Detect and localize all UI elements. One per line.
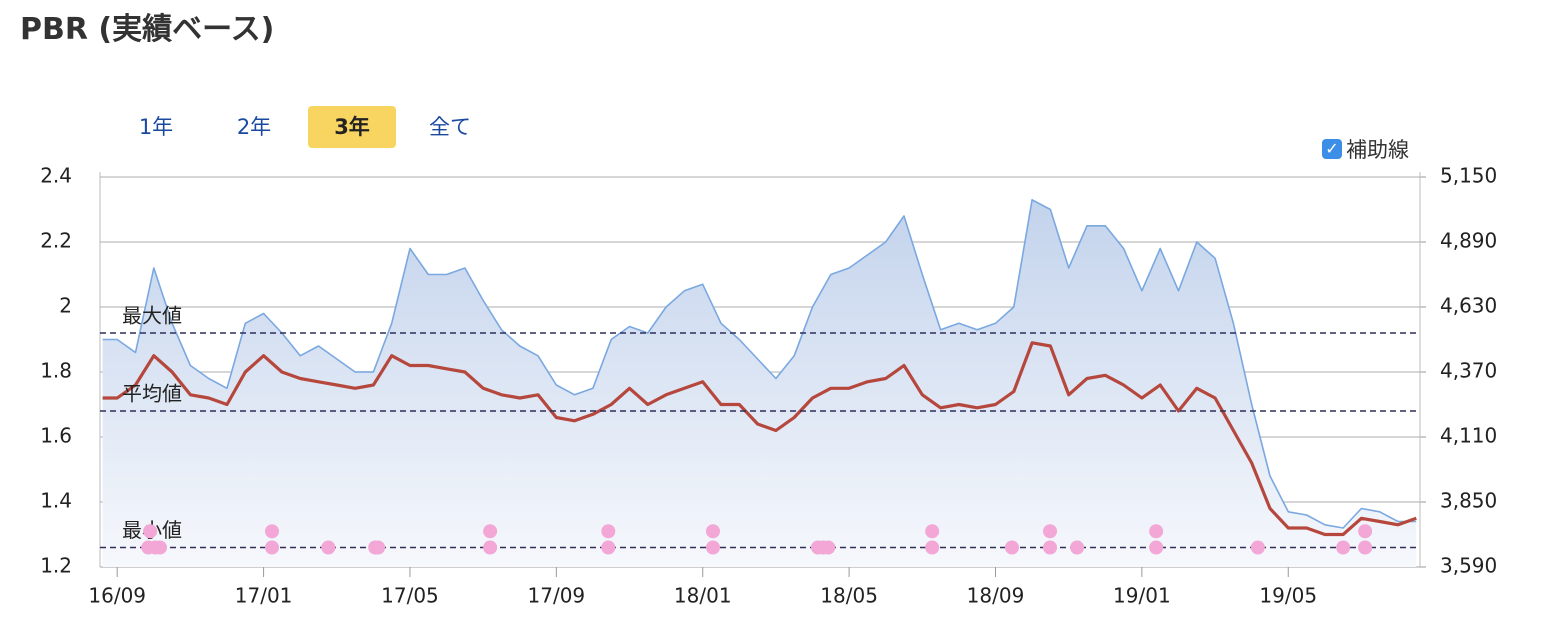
x-tick-label: 18/05 bbox=[820, 584, 878, 608]
event-marker bbox=[1004, 540, 1019, 555]
price-line bbox=[102, 199, 1417, 529]
price-area bbox=[102, 199, 1417, 567]
y-tick-label: 1.4 bbox=[40, 489, 72, 513]
event-marker bbox=[1043, 524, 1058, 539]
y2-tick-label: 3,850 bbox=[1440, 489, 1497, 513]
y-tick-label: 1.6 bbox=[40, 424, 72, 448]
y2-tick-label: 4,370 bbox=[1440, 359, 1497, 383]
event-marker bbox=[1149, 524, 1164, 539]
event-marker bbox=[925, 540, 940, 555]
event-marker bbox=[153, 540, 168, 555]
y-tick-label: 1.8 bbox=[40, 359, 72, 383]
x-tick-label: 17/05 bbox=[381, 584, 439, 608]
x-tick-label: 17/01 bbox=[235, 584, 293, 608]
x-tick-label: 18/09 bbox=[967, 584, 1025, 608]
x-tick-label: 19/01 bbox=[1113, 584, 1171, 608]
range-tab[interactable]: 2年 bbox=[236, 115, 272, 139]
event-marker bbox=[601, 524, 616, 539]
aux-lines-label[interactable]: 補助線 bbox=[1346, 138, 1409, 162]
y2-tick-label: 4,890 bbox=[1440, 229, 1497, 253]
y-tick-label: 2 bbox=[59, 294, 72, 318]
event-marker bbox=[264, 524, 279, 539]
chart-title: PBR (実績ベース) bbox=[20, 12, 275, 47]
y2-tick-label: 4,630 bbox=[1440, 294, 1497, 318]
y-tick-label: 2.4 bbox=[40, 164, 72, 188]
event-marker bbox=[483, 540, 498, 555]
event-marker bbox=[1149, 540, 1164, 555]
event-marker bbox=[483, 524, 498, 539]
event-marker bbox=[705, 524, 720, 539]
x-tick-label: 17/09 bbox=[528, 584, 586, 608]
y-tick-label: 2.2 bbox=[40, 229, 72, 253]
event-marker bbox=[1070, 540, 1085, 555]
x-tick-label: 19/05 bbox=[1259, 584, 1317, 608]
event-marker bbox=[925, 524, 940, 539]
range-tab[interactable]: 全て bbox=[429, 115, 471, 139]
x-tick-label: 18/01 bbox=[674, 584, 732, 608]
x-tick-label: 16/09 bbox=[88, 584, 146, 608]
event-marker bbox=[143, 524, 158, 539]
range-tab[interactable]: 1年 bbox=[138, 115, 174, 139]
event-marker bbox=[1358, 540, 1373, 555]
event-marker bbox=[705, 540, 720, 555]
pbr-line bbox=[102, 341, 1417, 537]
checkbox[interactable]: ✓ bbox=[1322, 139, 1342, 159]
event-marker bbox=[1043, 540, 1058, 555]
aux-lines-toggle[interactable]: ✓ 補助線 bbox=[1322, 134, 1409, 164]
event-marker bbox=[321, 540, 336, 555]
event-marker bbox=[601, 540, 616, 555]
event-marker bbox=[1250, 540, 1265, 555]
plot-area bbox=[102, 199, 1417, 567]
reference-label: 最大値 bbox=[122, 304, 182, 328]
event-marker bbox=[1358, 524, 1373, 539]
range-tab-active[interactable]: 3年 bbox=[308, 106, 396, 148]
reference-label: 平均値 bbox=[122, 382, 182, 406]
y2-tick-label: 4,110 bbox=[1440, 424, 1497, 448]
y2-tick-label: 5,150 bbox=[1440, 164, 1497, 188]
y2-tick-label: 3,590 bbox=[1440, 554, 1497, 578]
event-marker bbox=[821, 540, 836, 555]
y-tick-label: 1.2 bbox=[40, 554, 72, 578]
event-marker bbox=[264, 540, 279, 555]
event-marker bbox=[371, 540, 386, 555]
event-marker bbox=[1336, 540, 1351, 555]
